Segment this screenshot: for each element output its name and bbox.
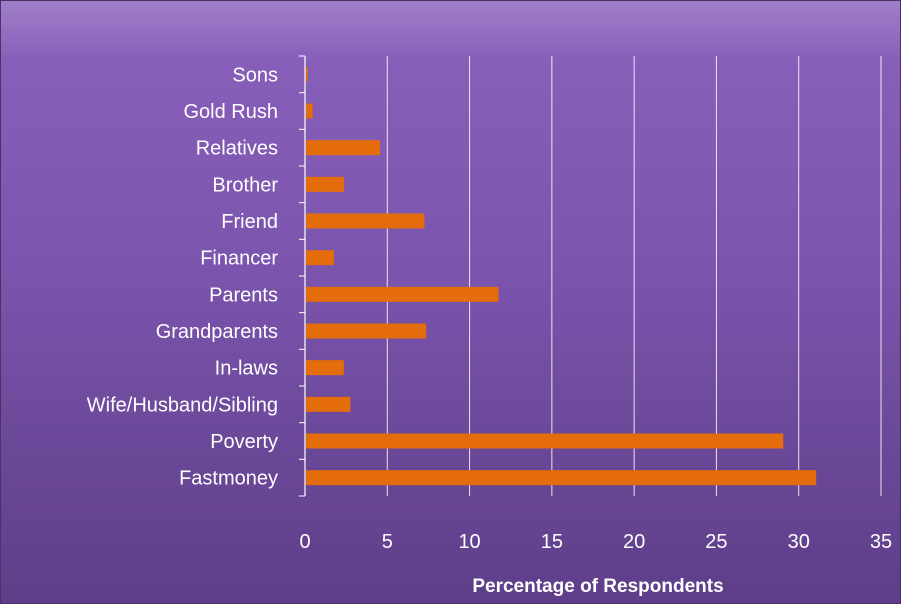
x-tick-label: 15 <box>541 531 563 553</box>
category-label: Financer <box>200 248 278 270</box>
category-label: In-laws <box>215 358 278 380</box>
bar <box>306 66 308 82</box>
bar <box>306 323 427 339</box>
tick-labels: 0 5 10 15 20 25 30 35 <box>299 531 892 553</box>
bar <box>306 213 425 229</box>
x-tick-label: 35 <box>870 531 892 553</box>
category-label: Fastmoney <box>179 468 278 490</box>
bar <box>306 250 334 266</box>
bar <box>306 286 499 302</box>
bar <box>306 103 313 119</box>
x-tick-label: 5 <box>382 531 393 553</box>
frame-highlight <box>1 1 900 61</box>
x-tick-label: 10 <box>458 531 480 553</box>
category-label: Brother <box>212 174 278 196</box>
x-tick-label: 30 <box>788 531 810 553</box>
category-label: Wife/Husband/Sibling <box>87 394 278 416</box>
x-tick-label: 25 <box>705 531 727 553</box>
x-axis-title: Percentage of Respondents <box>472 576 723 597</box>
bar <box>306 176 344 192</box>
category-label: Sons <box>232 64 278 86</box>
category-labels: Sons Gold Rush Relatives Brother Friend Finan… <box>87 64 279 489</box>
category-label: Parents <box>209 284 278 306</box>
bar <box>306 140 381 156</box>
bar <box>306 360 344 376</box>
category-label: Friend <box>221 211 278 233</box>
category-label: Relatives <box>196 138 278 160</box>
category-label: Gold Rush <box>184 101 279 123</box>
bar <box>306 470 817 486</box>
x-tick-label: 20 <box>623 531 645 553</box>
bar <box>306 433 784 449</box>
x-tick-label: 0 <box>299 531 310 553</box>
category-label: Poverty <box>210 431 278 453</box>
bars <box>306 66 817 486</box>
bar <box>306 396 351 412</box>
gridlines <box>386 56 882 496</box>
category-label: Grandparents <box>156 321 278 343</box>
axes <box>299 55 306 497</box>
